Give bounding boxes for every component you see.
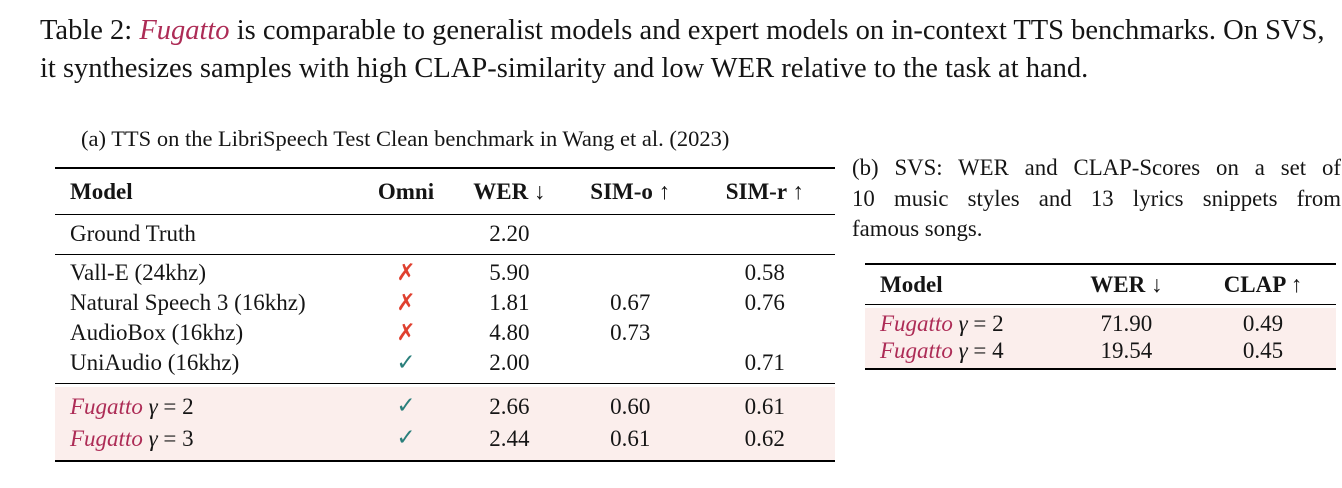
subtable-b-caption-line: 10 music styles and 13 lyrics snippets f… xyxy=(852,185,1341,211)
col-header-sim-o: SIM-o ↑ xyxy=(565,167,695,215)
header-row: Model WER ↓ CLAP ↑ xyxy=(865,263,1336,305)
caption-prefix: Table 2: xyxy=(40,15,140,46)
wer-cell: 71.90 xyxy=(1062,305,1190,337)
wer-cell: 19.54 xyxy=(1062,337,1190,370)
model-cell: UniAudio (16khz) xyxy=(55,348,360,384)
check-icon: ✓ xyxy=(396,350,416,376)
wer-cell: 2.20 xyxy=(452,215,566,255)
gamma-symbol: γ xyxy=(148,425,158,451)
col-header-model: Model xyxy=(865,263,1063,305)
gamma-symbol: γ xyxy=(148,393,158,419)
table-row: Fugatto γ = 2 71.90 0.49 xyxy=(865,305,1336,337)
col-header-wer: WER ↓ xyxy=(1062,263,1190,305)
sim-r-cell: 0.71 xyxy=(694,348,835,384)
sim-o-cell: 0.67 xyxy=(610,290,651,315)
clap-cell: 0.49 xyxy=(1189,305,1336,337)
caption-model-name: Fugatto xyxy=(139,15,230,46)
subtable-b-caption-line: (b) SVS: WER and CLAP-Scores on a set of xyxy=(852,155,1341,180)
omni-cell: ✗ xyxy=(359,288,453,318)
sim-o-cell: 0.60 xyxy=(565,384,695,422)
table-b-section-fugatto: Fugatto γ = 2 71.90 0.49 Fugatto γ = 4 1… xyxy=(865,305,1336,370)
fugatto-label: Fugatto xyxy=(70,393,143,419)
table-a: Model Omni WER ↓ SIM-o ↑ SIM-r ↑ Ground … xyxy=(55,167,835,462)
sim-o-cell: 0.73 xyxy=(610,320,651,345)
gamma-symbol: γ xyxy=(958,311,968,336)
sim-r-cell: 0.58 xyxy=(744,260,785,285)
table-a-section-ground-truth: Ground Truth 2.20 xyxy=(55,215,835,255)
sim-o-cell: 0.61 xyxy=(565,422,695,462)
header-row: Model Omni WER ↓ SIM-o ↑ SIM-r ↑ xyxy=(55,167,835,215)
gamma-value: = 3 xyxy=(163,425,194,451)
table-row: Fugatto γ = 2 ✓ 2.66 0.60 0.61 xyxy=(55,384,835,422)
col-header-clap: CLAP ↑ xyxy=(1189,263,1336,305)
fugatto-label: Fugatto xyxy=(70,425,143,451)
table-caption: Table 2: Fugatto is comparable to genera… xyxy=(40,12,1334,87)
sim-o-cell xyxy=(566,255,695,288)
wer-cell: 2.66 xyxy=(452,384,566,422)
table-row: Natural Speech 3 (16khz) ✗ 1.81 0.67 0.7… xyxy=(55,288,835,318)
sim-o-cell xyxy=(565,348,695,384)
check-icon: ✓ xyxy=(396,425,416,451)
caption-rest: is comparable to generalist models and e… xyxy=(40,15,1325,84)
table-row: Fugatto γ = 3 ✓ 2.44 0.61 0.62 xyxy=(55,422,835,462)
check-icon: ✓ xyxy=(396,393,416,419)
wer-cell: 2.44 xyxy=(452,422,566,462)
table-b-header: Model WER ↓ CLAP ↑ xyxy=(865,263,1336,305)
model-cell: Fugatto γ = 2 xyxy=(55,384,360,422)
wer-cell: 5.90 xyxy=(489,260,530,285)
table-b: Model WER ↓ CLAP ↑ Fugatto γ = 2 71.90 0… xyxy=(865,263,1336,370)
table-row: Ground Truth 2.20 xyxy=(55,215,835,255)
model-cell: Fugatto γ = 2 xyxy=(865,305,1063,337)
omni-cell: ✓ xyxy=(359,384,453,422)
cross-icon: ✗ xyxy=(396,320,416,346)
table-row: Vall-E (24khz) ✗ 5.90 0.58 xyxy=(55,255,835,288)
gamma-symbol: γ xyxy=(958,338,968,363)
cross-icon: ✗ xyxy=(396,260,416,286)
sim-r-cell xyxy=(695,318,835,348)
omni-cell: ✓ xyxy=(359,422,453,462)
col-header-wer: WER ↓ xyxy=(452,167,566,215)
omni-cell xyxy=(359,215,453,255)
model-cell: Vall-E (24khz) xyxy=(70,260,207,285)
table-a-section-fugatto: Fugatto γ = 2 ✓ 2.66 0.60 0.61 Fugatto γ… xyxy=(55,384,835,462)
model-cell: Ground Truth xyxy=(55,215,360,255)
table-a-header: Model Omni WER ↓ SIM-o ↑ SIM-r ↑ xyxy=(55,167,835,215)
sim-o-cell xyxy=(565,215,695,255)
fugatto-label: Fugatto xyxy=(880,338,953,363)
sim-r-cell xyxy=(694,215,835,255)
model-cell: AudioBox (16khz) xyxy=(70,320,244,345)
sim-r-cell: 0.76 xyxy=(744,290,785,315)
clap-cell: 0.45 xyxy=(1189,337,1336,370)
col-header-model: Model xyxy=(55,167,360,215)
sim-r-cell: 0.61 xyxy=(694,384,835,422)
table-row: UniAudio (16khz) ✓ 2.00 0.71 xyxy=(55,348,835,384)
gamma-value: = 2 xyxy=(973,311,1004,336)
model-cell: Natural Speech 3 (16khz) xyxy=(70,290,306,315)
table-row: Fugatto γ = 4 19.54 0.45 xyxy=(865,337,1336,370)
wer-cell: 1.81 xyxy=(489,290,530,315)
gamma-value: = 4 xyxy=(973,338,1004,363)
sim-r-cell: 0.62 xyxy=(694,422,835,462)
omni-cell: ✓ xyxy=(359,348,453,384)
wer-cell: 4.80 xyxy=(489,320,530,345)
col-header-omni: Omni xyxy=(359,167,453,215)
subtable-b-caption-line: famous songs. xyxy=(852,216,983,241)
omni-cell: ✗ xyxy=(359,255,453,288)
model-cell: Fugatto γ = 3 xyxy=(55,422,360,462)
cross-icon: ✗ xyxy=(396,290,416,316)
table-a-section-baselines: Vall-E (24khz) ✗ 5.90 0.58 Natural Speec… xyxy=(55,255,835,384)
fugatto-label: Fugatto xyxy=(880,311,953,336)
table-row: AudioBox (16khz) ✗ 4.80 0.73 xyxy=(55,318,835,348)
omni-cell: ✗ xyxy=(359,318,453,348)
subtable-b-caption: (b) SVS: WER and CLAP-Scores on a set of… xyxy=(852,153,1341,245)
subtable-a-caption: (a) TTS on the LibriSpeech Test Clean be… xyxy=(81,126,730,151)
model-cell: Fugatto γ = 4 xyxy=(865,337,1063,370)
col-header-sim-r: SIM-r ↑ xyxy=(694,167,835,215)
wer-cell: 2.00 xyxy=(452,348,566,384)
gamma-value: = 2 xyxy=(163,393,194,419)
